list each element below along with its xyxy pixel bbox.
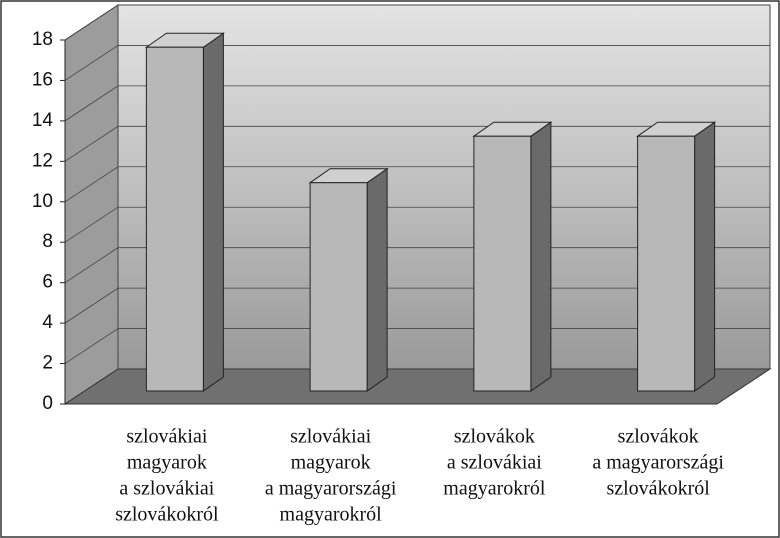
x-tick-label: magyarokról	[280, 504, 383, 526]
y-tick-label: 16	[32, 69, 53, 90]
bar	[473, 135, 532, 392]
y-tick-label: 18	[32, 29, 53, 50]
grid-line	[64, 125, 770, 162]
floor	[63, 368, 772, 405]
y-tick-label: 6	[42, 272, 53, 293]
x-tick-label: a magyarországi	[265, 478, 397, 500]
grid-line	[64, 166, 770, 203]
bar-side	[694, 121, 716, 392]
x-tick-label: magyarok	[127, 452, 207, 474]
x-tick-label: a szlovákiai	[447, 452, 542, 474]
bar-side	[530, 121, 552, 392]
x-tick-label: a szlovákiai	[119, 478, 214, 500]
bar	[309, 182, 368, 392]
x-tick-label: szlovákiai	[126, 426, 208, 448]
y-tick-label: 14	[32, 110, 54, 131]
x-tick-label: szlovákokról	[606, 478, 710, 500]
y-tick-label: 2	[42, 353, 53, 374]
y-tick-label: 8	[42, 231, 53, 252]
y-tick-label: 10	[32, 191, 53, 212]
x-tick-label: a magyarországi	[592, 452, 724, 474]
bar	[145, 46, 204, 392]
grid-line	[64, 45, 770, 81]
x-tick-label: szlovákokról	[115, 504, 219, 526]
x-tick-label: magyarokról	[443, 478, 546, 500]
y-tick-label: 0	[42, 393, 53, 414]
grid-line	[64, 85, 770, 122]
grid-line	[64, 4, 770, 41]
x-tick-label: magyarok	[291, 452, 371, 474]
x-tick-label: szlovákiai	[290, 426, 372, 448]
plot-area: 0 2 4 6 8 10 12 14 16 18 szlovákiai magyarok a szlov…	[32, 4, 772, 526]
x-tick-label: szlovákok	[454, 426, 535, 448]
y-tick-label: 4	[42, 312, 53, 333]
side-wall	[64, 4, 119, 405]
grid-line	[64, 287, 770, 324]
bar	[637, 135, 696, 392]
grid-line	[64, 247, 770, 284]
grid-line	[64, 206, 770, 243]
grid-line	[64, 328, 770, 364]
bar-side	[366, 167, 388, 392]
x-tick-label: szlovákok	[618, 426, 699, 448]
y-tick-label: 12	[32, 150, 53, 171]
bar-side	[202, 32, 224, 392]
